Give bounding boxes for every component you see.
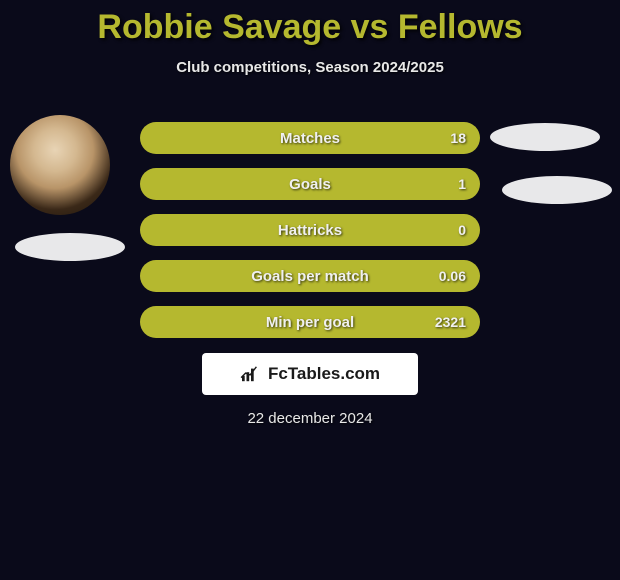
stat-label: Hattricks	[278, 222, 342, 239]
branding-box[interactable]: FcTables.com	[202, 353, 418, 395]
stat-value: 2321	[435, 314, 466, 330]
stat-label: Min per goal	[266, 314, 354, 331]
stat-label: Goals	[289, 176, 331, 193]
stat-label: Matches	[280, 130, 340, 147]
stat-row-goals: Goals 1	[140, 168, 480, 200]
stat-value: 18	[450, 130, 466, 146]
chart-icon	[240, 365, 262, 383]
stat-label: Goals per match	[251, 268, 369, 285]
stats-container: Matches 18 Goals 1 Hattricks 0 Goals per…	[140, 122, 480, 352]
stat-row-min-per-goal: Min per goal 2321	[140, 306, 480, 338]
comparison-title: Robbie Savage vs Fellows	[0, 0, 620, 47]
player-name-pill-right-1	[490, 123, 600, 151]
player-avatar-left	[10, 115, 110, 215]
player-name-pill-right-2	[502, 176, 612, 204]
season-subtitle: Club competitions, Season 2024/2025	[0, 59, 620, 76]
stat-row-matches: Matches 18	[140, 122, 480, 154]
stat-value: 0.06	[439, 268, 466, 284]
player-name-pill-left	[15, 233, 125, 261]
date-label: 22 december 2024	[0, 410, 620, 427]
stat-value: 0	[458, 222, 466, 238]
stat-row-goals-per-match: Goals per match 0.06	[140, 260, 480, 292]
brand-name: FcTables.com	[268, 364, 380, 384]
stat-value: 1	[458, 176, 466, 192]
stat-row-hattricks: Hattricks 0	[140, 214, 480, 246]
